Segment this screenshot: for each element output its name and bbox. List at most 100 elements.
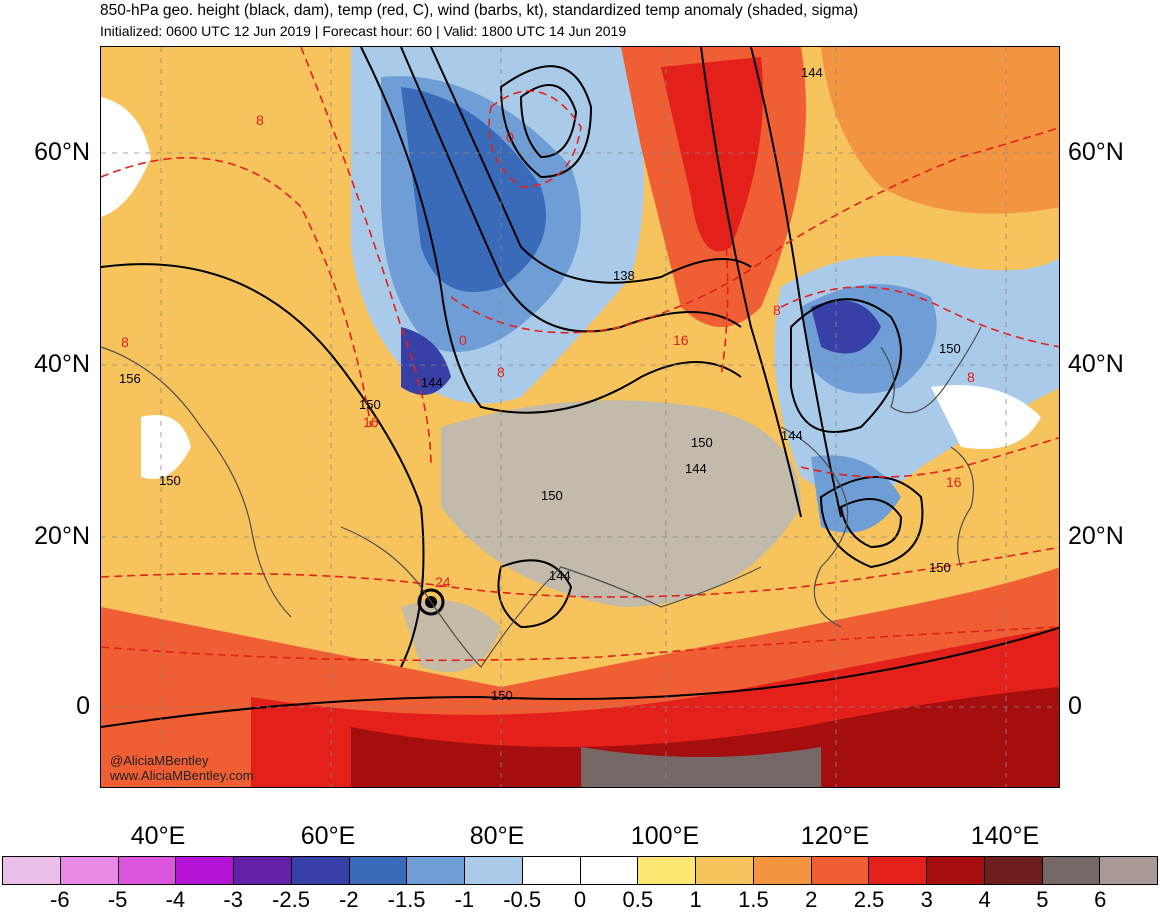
height-label: 150 <box>491 688 513 703</box>
map-canvas: 144 144 138 150 150 150 156 150 144 144 … <box>101 47 1059 787</box>
lon-label: 40°E <box>130 822 186 850</box>
grid-lines <box>101 47 1059 787</box>
colorbar-swatch <box>176 857 234 884</box>
lat-label-right: 20°N <box>1068 522 1124 550</box>
height-label: 150 <box>359 397 381 412</box>
colorbar-tick-label: 6 <box>1094 887 1107 912</box>
anomaly-warm-region <box>581 747 821 787</box>
colorbar-swatch <box>3 857 61 884</box>
colorbar-tick-label: 0 <box>573 887 587 912</box>
temperature-contours <box>101 47 1059 662</box>
colorbar-tick-label: 3 <box>920 887 933 912</box>
colorbar-swatch <box>349 857 408 884</box>
temp-label: 8 <box>497 364 505 380</box>
temp-label: 16 <box>363 414 379 430</box>
colorbar-tick-label: -5 <box>107 887 128 912</box>
colorbar-swatch <box>984 857 1043 884</box>
height-label: 150 <box>929 560 951 575</box>
anomaly-neutral-region <box>101 97 151 217</box>
height-label: 150 <box>541 488 563 503</box>
lon-label: 120°E <box>800 822 870 850</box>
height-label: 144 <box>549 568 571 583</box>
colorbar-tick-label: 2.5 <box>853 887 885 912</box>
colorbar <box>2 856 1158 885</box>
colorbar-swatch <box>118 857 177 884</box>
credit-handle: @AliciaMBentley <box>110 753 209 768</box>
temp-label-group: 8 8 0 0 8 16 16 8 8 16 24 <box>121 112 975 590</box>
lon-label: 100°E <box>630 822 700 850</box>
anomaly-cold-region <box>811 300 881 354</box>
colorbar-tick-label: -2 <box>339 887 359 912</box>
temp-label: 24 <box>435 574 451 590</box>
colorbar-tick-label: 5 <box>1036 887 1049 912</box>
colorbar-swatch <box>638 857 696 884</box>
coastlines <box>101 326 982 668</box>
colorbar-tick-label: -0.5 <box>503 887 542 912</box>
height-label: 150 <box>691 435 713 450</box>
lat-label-right: 0 <box>1068 692 1082 720</box>
height-label: 144 <box>801 65 823 80</box>
colorbar-tick-label: -2.5 <box>272 887 310 912</box>
colorbar-tick-label: 0.5 <box>622 887 654 912</box>
temp-label: 8 <box>121 334 129 350</box>
credit-site: www.AliciaMBentley.com <box>110 768 254 783</box>
height-label: 144 <box>421 375 443 390</box>
colorbar-swatch <box>522 857 581 884</box>
anomaly-cold-region <box>401 327 451 395</box>
colorbar-tick-label: 1 <box>689 887 702 912</box>
lat-label-right: 40°N <box>1068 350 1124 378</box>
colorbar-swatch <box>234 857 292 884</box>
temp-label: 16 <box>673 332 689 348</box>
height-label: 150 <box>159 473 181 488</box>
cyclone-center <box>417 588 445 616</box>
colorbar-swatch <box>580 857 639 884</box>
colorbar-tick-label: 4 <box>978 887 991 912</box>
temp-label: 8 <box>773 302 781 318</box>
chart-title: 850-hPa geo. height (black, dam), temp (… <box>100 2 859 19</box>
colorbar-swatch <box>465 857 523 884</box>
temp-label: 8 <box>256 112 264 128</box>
lon-label: 140°E <box>970 822 1040 850</box>
colorbar-swatch <box>1042 857 1101 884</box>
height-label: 144 <box>685 461 707 476</box>
anomaly-warm-region <box>661 57 763 252</box>
temp-label: 8 <box>967 369 975 385</box>
colorbar-swatch <box>811 857 870 884</box>
lat-label-left: 20°N <box>34 522 90 550</box>
temp-label: 0 <box>506 129 514 145</box>
temp-label: 0 <box>459 332 467 348</box>
height-label: 150 <box>939 341 961 356</box>
height-label-group: 144 144 138 150 150 150 156 150 144 144 … <box>119 65 961 703</box>
lat-label-left: 60°N <box>34 138 90 166</box>
lon-label: 80°E <box>469 822 525 850</box>
height-label: 138 <box>613 268 635 283</box>
colorbar-swatch <box>1100 857 1157 884</box>
colorbar-swatch <box>60 857 119 884</box>
colorbar-tick-label: -4 <box>165 887 186 912</box>
terrain-mask <box>401 600 501 672</box>
colorbar-tick-label: -3 <box>223 887 243 912</box>
anomaly-warm-region <box>351 687 1059 787</box>
anomaly-neutral-region <box>141 415 191 479</box>
terrain-mask <box>441 400 801 607</box>
lat-label-right: 60°N <box>1068 138 1124 166</box>
anomaly-warm-region <box>821 47 1059 214</box>
colorbar-swatch <box>696 857 754 884</box>
lat-label-left: 40°N <box>34 350 90 378</box>
anomaly-neutral-region <box>931 385 1041 449</box>
colorbar-swatch <box>753 857 812 884</box>
colorbar-tick-label: 1.5 <box>738 887 769 912</box>
temp-label: 16 <box>946 474 962 490</box>
colorbar-swatch <box>927 857 985 884</box>
colorbar-swatch <box>407 857 465 884</box>
colorbar-swatch <box>291 857 350 884</box>
colorbar-swatch <box>869 857 927 884</box>
colorbar-tick-label: -1 <box>454 887 475 912</box>
colorbar-tick-label: -6 <box>50 887 70 912</box>
anomaly-cold-region <box>401 87 546 292</box>
height-label: 144 <box>781 428 803 443</box>
chart-subtitle: Initialized: 0600 UTC 12 Jun 2019 | Fore… <box>100 23 627 39</box>
colorbar-tick-label: -1.5 <box>387 887 426 912</box>
lat-label-left: 0 <box>76 692 90 720</box>
map-panel: 144 144 138 150 150 150 156 150 144 144 … <box>100 46 1060 788</box>
